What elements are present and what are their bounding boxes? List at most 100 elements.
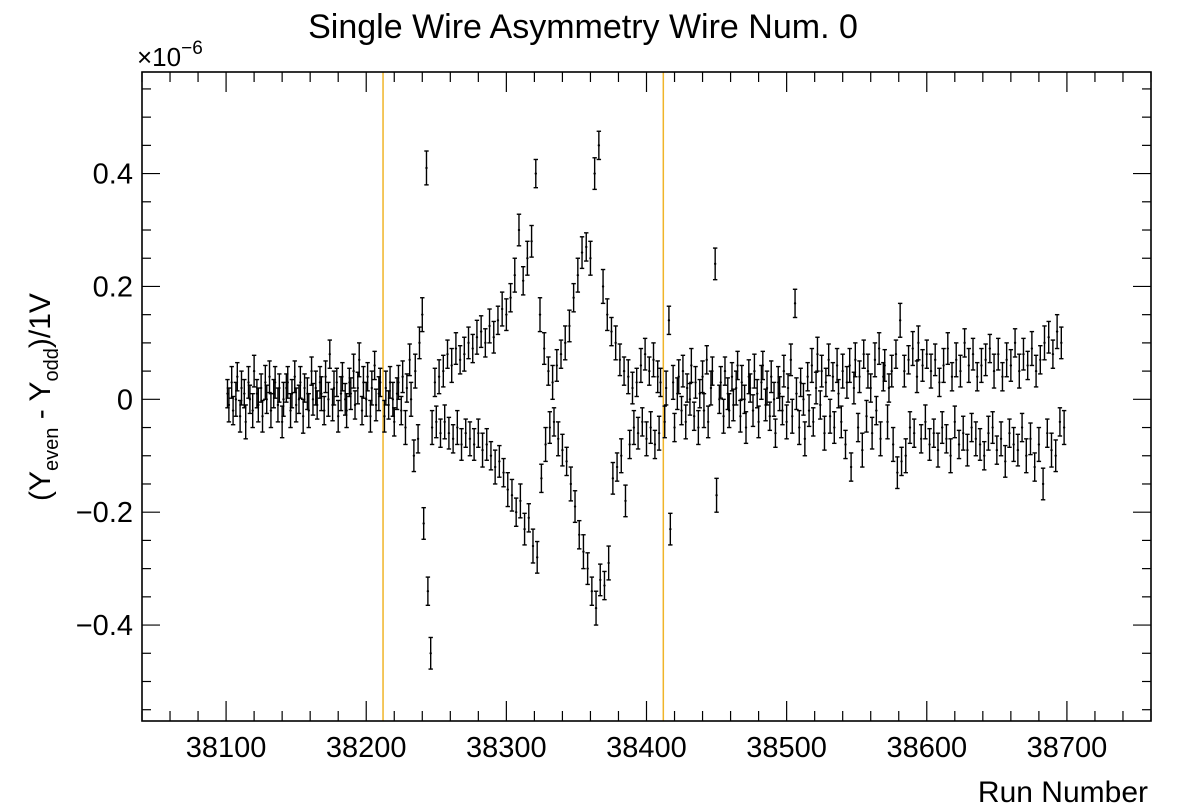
point-marker: [1004, 460, 1007, 463]
data-point: [756, 405, 761, 439]
point-marker: [709, 386, 713, 390]
data-point: [399, 395, 404, 426]
data-point: [656, 415, 662, 451]
point-marker: [983, 454, 986, 457]
data-point: [314, 390, 320, 420]
point-marker: [564, 341, 567, 345]
point-marker: [1043, 341, 1046, 345]
data-point: [602, 570, 607, 601]
point-marker: [542, 347, 546, 350]
data-point: [755, 378, 760, 409]
data-point: [861, 339, 866, 369]
point-marker: [467, 341, 470, 345]
point-marker: [1060, 341, 1063, 345]
data-point: [910, 330, 915, 367]
point-marker: [789, 358, 793, 362]
point-marker: [344, 398, 347, 401]
point-marker: [978, 443, 982, 446]
point-marker: [722, 415, 725, 418]
data-point: [605, 298, 610, 332]
data-point: [802, 421, 808, 457]
point-marker: [980, 364, 983, 367]
point-marker: [1033, 465, 1036, 469]
y-exponent-base: ×10: [137, 42, 181, 72]
point-marker: [744, 426, 748, 429]
data-point: [242, 378, 247, 409]
point-marker: [450, 364, 453, 367]
data-point: [593, 590, 599, 626]
data-point: [347, 367, 352, 398]
point-marker: [568, 324, 571, 328]
data-point: [470, 333, 475, 364]
point-marker: [870, 431, 874, 435]
point-marker: [477, 431, 480, 435]
data-point: [243, 404, 248, 440]
point-marker: [1058, 420, 1062, 424]
data-point: [721, 398, 726, 434]
point-marker: [236, 375, 239, 378]
point-marker: [823, 431, 826, 435]
data-point: [487, 308, 492, 344]
data-point: [539, 463, 544, 494]
data-point: [914, 360, 920, 394]
data-point: [977, 427, 983, 461]
point-marker: [649, 426, 652, 429]
point-marker: [234, 398, 238, 401]
data-point: [560, 433, 565, 467]
point-marker: [673, 426, 676, 429]
data-point: [815, 336, 820, 372]
point-marker: [636, 431, 640, 435]
point-marker: [946, 347, 949, 350]
point-marker: [1039, 358, 1042, 362]
point-marker: [320, 392, 323, 395]
point-marker: [544, 443, 547, 446]
point-marker: [282, 398, 285, 401]
point-marker: [384, 386, 388, 390]
data-point: [334, 367, 339, 398]
data-point: [931, 418, 936, 448]
data-point: [885, 404, 890, 440]
point-marker: [816, 352, 819, 356]
point-marker: [379, 381, 382, 384]
data-point: [1019, 412, 1025, 443]
point-marker: [723, 369, 727, 373]
point-marker: [896, 471, 899, 474]
svg-text:×10−6: ×10−6: [137, 38, 203, 72]
data-point: [853, 342, 858, 378]
data-point: [714, 477, 719, 513]
data-point: [285, 365, 290, 399]
data-point: [268, 392, 274, 429]
point-marker: [680, 409, 683, 412]
data-point: [598, 563, 603, 597]
point-marker: [917, 341, 920, 345]
data-point: [658, 367, 663, 398]
point-marker: [273, 381, 277, 384]
point-marker: [669, 527, 672, 531]
point-marker: [719, 381, 722, 384]
point-marker: [243, 392, 246, 395]
point-marker: [335, 381, 338, 384]
point-marker: [747, 375, 751, 378]
point-marker: [715, 494, 718, 497]
point-marker: [259, 386, 263, 390]
data-point: [619, 438, 624, 474]
data-point: [886, 373, 892, 403]
point-marker: [488, 324, 491, 328]
point-marker: [514, 510, 518, 514]
data-point: [864, 399, 869, 433]
point-marker: [957, 443, 961, 446]
point-marker: [485, 443, 488, 446]
point-marker: [690, 364, 693, 367]
data-point: [635, 416, 641, 450]
data-point: [497, 444, 502, 478]
data-point: [614, 452, 620, 482]
data-point: [229, 365, 234, 399]
point-marker: [833, 426, 836, 429]
point-marker: [506, 488, 509, 491]
data-point: [771, 381, 777, 417]
point-marker: [751, 409, 755, 412]
data-point: [878, 421, 883, 457]
data-point: [319, 376, 324, 412]
data-point: [743, 411, 749, 445]
point-marker: [962, 431, 965, 435]
